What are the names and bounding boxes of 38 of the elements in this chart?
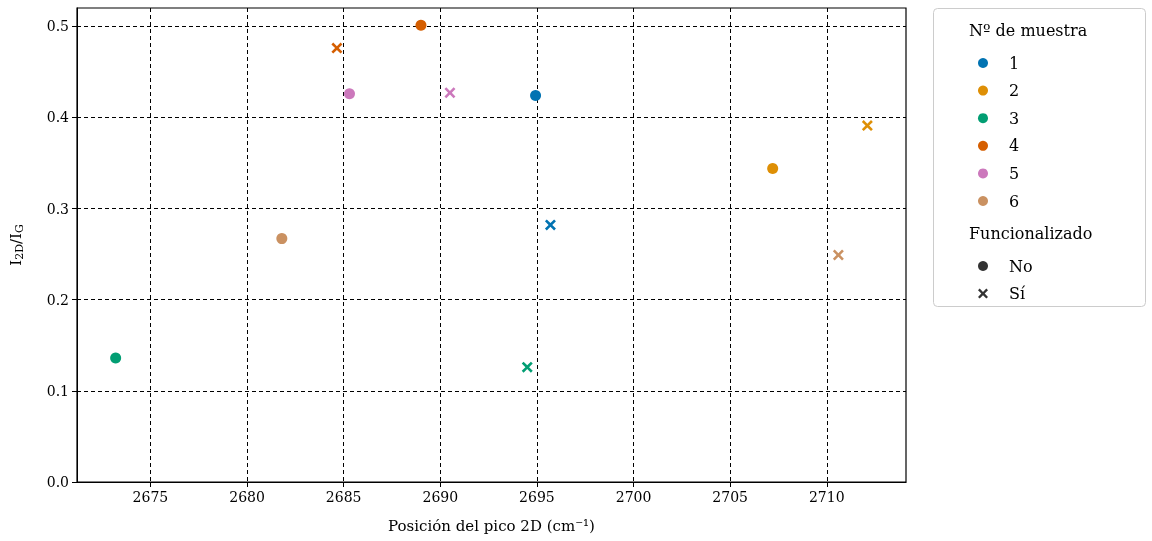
y-axis-title: I2D/IG (6, 224, 26, 266)
point (444, 87, 456, 99)
y-tick-label: 0.0 (46, 474, 69, 490)
text: Funcionalizado (969, 223, 1093, 243)
y-tick-label: 0.3 (46, 200, 69, 217)
text: Nº de muestra (969, 20, 1088, 40)
x-tick-label: 2675 (132, 489, 169, 505)
y-tick-label: 0.5 (46, 18, 69, 35)
x-tick-label: 2710 (808, 489, 845, 505)
point (832, 249, 844, 261)
x-tick-label: 2685 (325, 489, 362, 505)
legend-label: 4 (1009, 136, 1020, 156)
point (276, 233, 288, 245)
point (343, 88, 355, 100)
x-tick-label: 2705 (712, 489, 748, 505)
legend-label: 2 (1009, 81, 1020, 101)
point (530, 90, 542, 101)
legend-label: 6 (1009, 191, 1020, 211)
legend-label: Sí (1009, 284, 1026, 304)
x-axis-title: Posición del pico 2D (cm⁻¹) (388, 516, 595, 535)
point (331, 42, 343, 54)
point (544, 219, 556, 231)
x-tick-label: 2695 (519, 489, 555, 505)
x-tick-label: 2690 (422, 489, 459, 505)
point (110, 352, 122, 364)
point (415, 19, 427, 31)
x-tick-label: 2680 (229, 489, 265, 505)
legend-label: 1 (1009, 53, 1020, 73)
legend-label: 3 (1009, 108, 1020, 128)
point (521, 361, 533, 373)
y-tick-label: 0.2 (46, 291, 69, 308)
legend-label: 5 (1009, 163, 1020, 183)
y-tick-label: 0.1 (46, 382, 69, 399)
point (767, 162, 779, 174)
x-tick-label: 2700 (615, 489, 652, 505)
legend-label: No (1009, 256, 1033, 276)
y-tick-label: 0.4 (46, 109, 70, 126)
point (861, 120, 873, 132)
